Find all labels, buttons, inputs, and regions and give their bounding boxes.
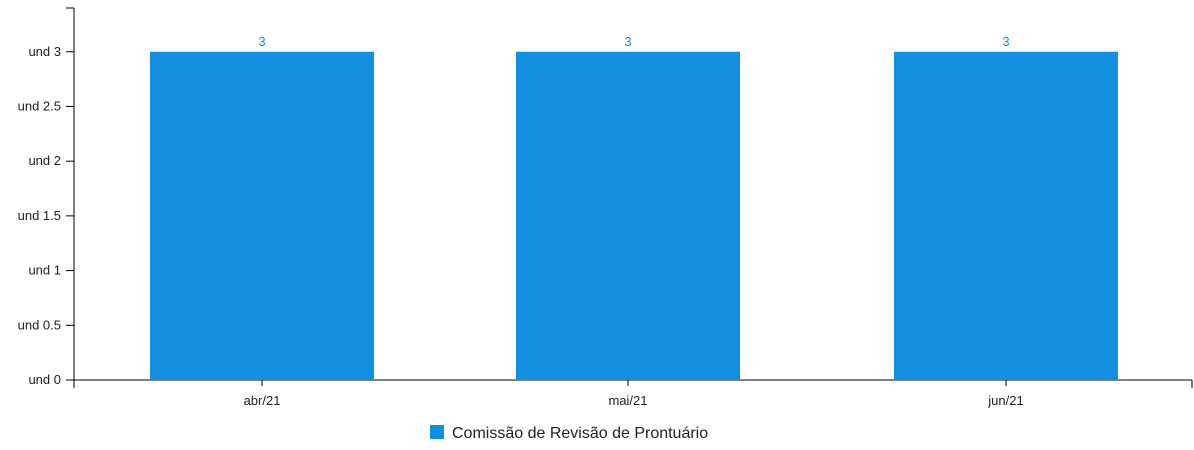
legend[interactable]: Comissão de Revisão de Prontuário bbox=[430, 425, 708, 442]
legend-swatch[interactable] bbox=[430, 425, 444, 439]
y-tick-label: und 3 bbox=[28, 44, 61, 59]
legend-label[interactable]: Comissão de Revisão de Prontuário bbox=[452, 425, 708, 442]
y-tick-label: und 2.5 bbox=[18, 98, 61, 113]
y-axis: und 0 und 0.5 und 1 und 1.5 und 2 und 2.5 und … bbox=[18, 7, 75, 387]
y-tick-label: und 0 bbox=[28, 372, 61, 387]
bar[interactable] bbox=[150, 51, 374, 380]
y-tick-label: und 2 bbox=[28, 153, 61, 168]
bar-data-label: 3 bbox=[258, 34, 265, 49]
x-axis: abr/21 mai/21 jun/21 bbox=[73, 379, 1193, 408]
y-tick-label: und 0.5 bbox=[18, 317, 61, 332]
bar-data-label: 3 bbox=[624, 34, 631, 49]
y-tick-label: und 1 bbox=[28, 263, 61, 278]
x-tick-label: abr/21 bbox=[244, 393, 281, 408]
y-tick-label: und 1.5 bbox=[18, 208, 61, 223]
bar[interactable] bbox=[516, 51, 740, 380]
bar-series: 3 3 3 bbox=[150, 34, 1118, 380]
bar-data-label: 3 bbox=[1002, 34, 1009, 49]
bar[interactable] bbox=[894, 51, 1118, 380]
x-tick-label: jun/21 bbox=[987, 393, 1023, 408]
x-tick-label: mai/21 bbox=[608, 393, 647, 408]
